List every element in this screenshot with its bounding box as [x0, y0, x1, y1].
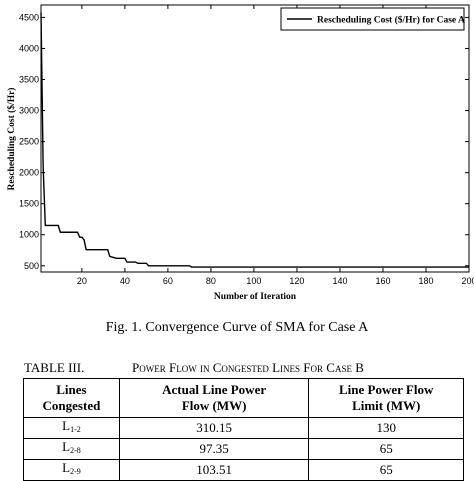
table-number: TABLE III.: [24, 360, 85, 375]
plot-area: [40, 4, 470, 273]
header-flow-limit: Line Power Flow Limit (MW): [308, 378, 464, 418]
line-subscript: 2-8: [70, 446, 81, 455]
header-line-1: Line Power Flow: [339, 382, 434, 397]
y-tick-label: 4000: [19, 43, 39, 53]
header-actual-flow: Actual Line Power Flow (MW): [118, 378, 310, 418]
legend-box: [280, 7, 465, 31]
header-lines-congested: Lines Congested: [23, 378, 120, 418]
series-line: [40, 12, 469, 268]
cell-actual-flow: 310.15: [118, 417, 310, 439]
cell-flow-limit: 130: [308, 417, 464, 439]
y-tick-label: 2500: [19, 137, 39, 147]
table-row: L2-8 97.35 65: [23, 438, 464, 460]
cell-actual-flow: 103.51: [118, 459, 310, 481]
header-line-2: Limit (MW): [352, 398, 421, 413]
power-flow-table: Lines Congested Actual Line Power Flow (…: [23, 378, 464, 481]
line-symbol: L: [62, 418, 71, 433]
cell-line: L2-9: [23, 459, 120, 481]
cell-flow-limit: 65: [308, 459, 464, 481]
x-tick-label: 80: [206, 276, 216, 286]
header-line-1: Actual Line Power: [162, 382, 267, 397]
x-tick-label: 140: [332, 276, 347, 286]
table-header-row: Lines Congested Actual Line Power Flow (…: [23, 378, 464, 418]
legend-label: Rescheduling Cost ($/Hr) for Case A: [317, 15, 465, 26]
x-tick-label: 20: [77, 276, 87, 286]
table-title: Power Flow in Congested Lines For Case B: [132, 360, 364, 375]
convergence-chart: 500 1000 1500 2000 2500 3000 3500 4000 4500 20 40…: [6, 4, 474, 302]
header-line-2: Congested: [42, 398, 101, 413]
cell-line: L1-2: [23, 417, 120, 439]
y-tick-label: 1500: [19, 199, 39, 209]
cell-line: L2-8: [23, 438, 120, 460]
cell-actual-flow: 97.35: [118, 438, 310, 460]
line-subscript: 1-2: [70, 425, 81, 434]
line-subscript: 2-9: [70, 467, 81, 476]
y-tick-label: 2000: [19, 168, 39, 178]
x-tick-label: 120: [289, 276, 304, 286]
x-axis-ticks: 20 40 60 80 100 120 140 160 180 200: [77, 5, 474, 286]
x-tick-label: 60: [163, 276, 173, 286]
table-caption: TABLE III. Power Flow in Congested Lines …: [24, 360, 464, 376]
x-tick-label: 40: [120, 276, 130, 286]
line-symbol: L: [62, 460, 71, 475]
header-line-2: Flow (MW): [181, 398, 247, 413]
y-tick-label: 3500: [19, 75, 39, 85]
y-axis-ticks: 500 1000 1500 2000 2500 3000 3500 4000 4500: [19, 12, 469, 271]
y-tick-label: 4500: [19, 12, 39, 22]
x-tick-label: 100: [246, 276, 261, 286]
table-row: L2-9 103.51 65: [23, 459, 464, 481]
header-line-1: Lines: [56, 382, 87, 397]
x-tick-label: 160: [375, 276, 390, 286]
y-tick-label: 3000: [19, 106, 39, 116]
line-symbol: L: [62, 439, 71, 454]
figure-caption: Fig. 1. Convergence Curve of SMA for Cas…: [105, 320, 369, 335]
table-row: L1-2 310.15 130: [23, 417, 464, 439]
y-axis-label: Rescheduling Cost ($/Hr): [6, 88, 17, 191]
cell-flow-limit: 65: [308, 438, 464, 460]
x-tick-label: 180: [418, 276, 433, 286]
legend: Rescheduling Cost ($/Hr) for Case A: [280, 7, 465, 31]
x-tick-label: 200: [461, 276, 474, 286]
x-axis-label: Number of Iteration: [214, 292, 297, 302]
y-tick-label: 1000: [19, 230, 39, 240]
y-tick-label: 500: [24, 261, 39, 271]
